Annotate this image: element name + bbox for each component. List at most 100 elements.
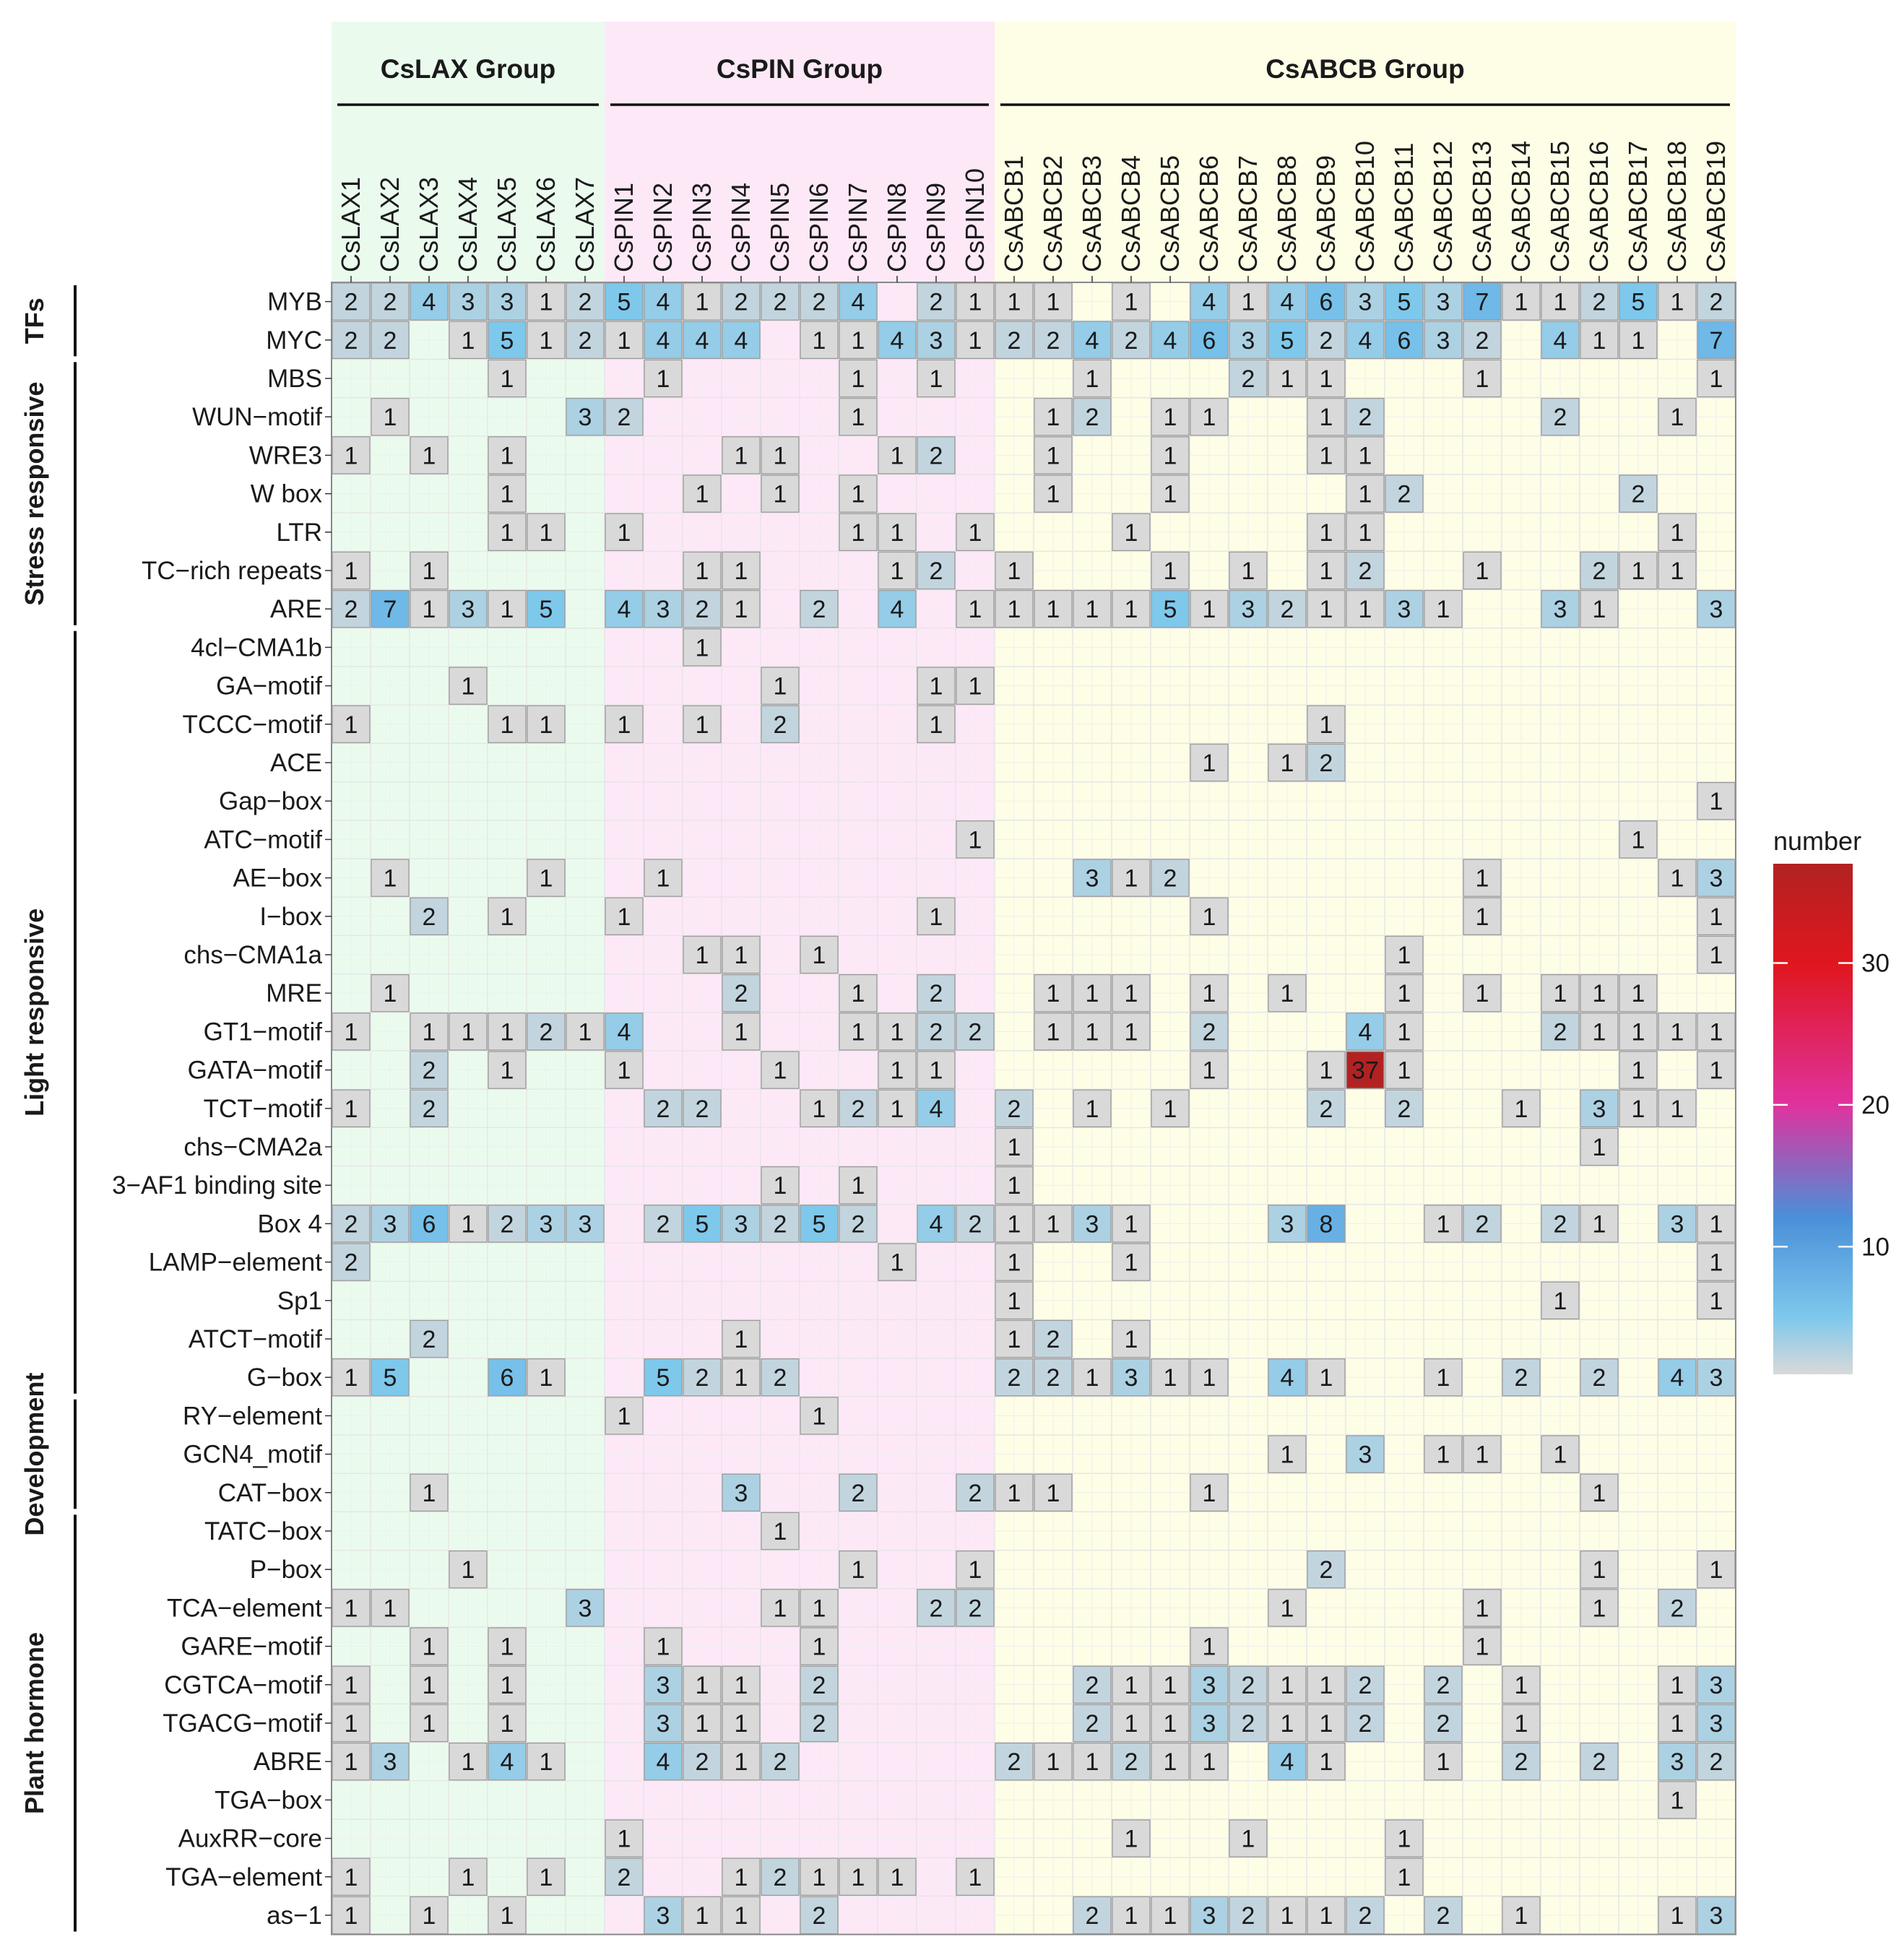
cell-ae-box-cspin2-value: 1 [657, 865, 670, 893]
cell-ltr-cslax5-value: 1 [501, 519, 514, 547]
cell-myc-cslax5 [488, 321, 527, 360]
cell-3-af1-binding-site-cspin5-value: 1 [774, 1172, 787, 1200]
cell-auxrr-core-csabcb11-value: 1 [1398, 1826, 1411, 1853]
cell-as-1-csabcb14 [1502, 1896, 1541, 1935]
cell-myc-csabcb9 [1307, 321, 1346, 360]
cell-tga-element-cslax1 [332, 1857, 371, 1896]
cell-tct-motif-cspin9 [917, 1089, 956, 1128]
cell-box-4-cslax4 [449, 1205, 488, 1243]
cell-myc-cslax5-value: 5 [501, 327, 514, 355]
cell-mbs-csabcb8 [1268, 359, 1307, 398]
cell-myc-csabcb12 [1424, 321, 1463, 360]
cell-tc-rich-repeats-cslax1 [332, 551, 371, 590]
cell-ga-motif-cspin9-value: 1 [930, 673, 943, 701]
cell-tgacg-motif-cslax1 [332, 1704, 371, 1743]
cell-gt1-motif-cslax3 [410, 1012, 449, 1051]
cell-gt1-motif-cspin8 [878, 1012, 917, 1051]
cell-myb-cspin7-value: 4 [852, 289, 865, 316]
cell-cgtca-motif-csabcb19 [1697, 1665, 1736, 1704]
cell-wun-motif-cspin7-value: 1 [852, 404, 865, 431]
cell-myb-csabcb18-value: 1 [1671, 289, 1684, 316]
row-label-gcn4-motif: GCN4_motif [183, 1441, 322, 1469]
cell-myb-cspin6-value: 2 [813, 289, 826, 316]
cell-myc-csabcb10-value: 4 [1359, 327, 1372, 355]
cell-cgtca-motif-csabcb4-value: 1 [1125, 1672, 1138, 1699]
row-label-ae-box: AE−box [233, 864, 322, 893]
cell-abre-cspin5 [761, 1742, 800, 1781]
cell-gap-box-csabcb19-value: 1 [1710, 788, 1723, 815]
cell-mre-cspin4 [722, 974, 761, 1012]
cell-box-4-cslax7-value: 3 [579, 1210, 592, 1238]
cell-tga-element-cspin10-value: 1 [969, 1864, 982, 1891]
cell-ltr-cspin7 [839, 513, 878, 552]
cell-gare-motif-cspin2-value: 1 [657, 1634, 670, 1661]
cell-box-4-csabcb8 [1268, 1205, 1307, 1243]
cell-myb-cspin1 [605, 282, 644, 321]
cell-as-1-csabcb4-value: 1 [1125, 1902, 1138, 1930]
cell-3-af1-binding-site-cspin7-value: 1 [852, 1172, 865, 1200]
col-label-csabcb15: CsABCB15 [1545, 141, 1575, 272]
cell-ae-box-csabcb4 [1112, 859, 1151, 897]
cell-gt1-motif-csabcb2 [1034, 1012, 1073, 1051]
cell-box-4-cslax1 [332, 1205, 371, 1243]
cell-cgtca-motif-csabcb8-value: 1 [1281, 1672, 1294, 1699]
cell-tga-element-cslax4 [449, 1857, 488, 1896]
cell-tct-motif-cspin6-value: 1 [813, 1096, 826, 1123]
cell-tc-rich-repeats-cspin8-value: 1 [891, 558, 904, 585]
category-label-plant-hormone: Plant hormone [20, 1632, 49, 1814]
cell-tca-element-cspin9 [917, 1589, 956, 1627]
cell-tgacg-motif-cspin3 [683, 1704, 722, 1743]
cell-gata-motif-cspin5 [761, 1051, 800, 1089]
cell-tc-rich-repeats-cspin3 [683, 551, 722, 590]
cell-tgacg-motif-cspin2 [644, 1704, 683, 1743]
cell-tct-motif-cspin2 [644, 1089, 683, 1128]
cell-box-4-csabcb1 [995, 1205, 1034, 1243]
cell-box-4-cslax6-value: 3 [540, 1210, 553, 1238]
color-legend: number 10 20 30 [1773, 826, 1890, 1374]
cell-gt1-motif-csabcb17-value: 1 [1632, 1018, 1645, 1046]
cell-box-4-csabcb2 [1034, 1205, 1073, 1243]
cell-mbs-csabcb3-value: 1 [1086, 365, 1099, 393]
cell-tca-element-csabcb8-value: 1 [1281, 1595, 1294, 1622]
cell-wre3-cslax5-value: 1 [501, 442, 514, 469]
cell-box-4-cspin2-value: 2 [657, 1210, 670, 1238]
cell-tct-motif-csabcb9-value: 2 [1320, 1096, 1333, 1123]
cell-cgtca-motif-cspin4-value: 1 [735, 1672, 748, 1699]
cell-myb-csabcb14 [1502, 282, 1541, 321]
cell-tct-motif-csabcb11-value: 2 [1398, 1096, 1411, 1123]
cell-cgtca-motif-cslax1-value: 1 [345, 1672, 358, 1699]
cell-myc-cspin7 [839, 321, 878, 360]
row-label-tca-element: TCA−element [167, 1594, 322, 1622]
row-label-atct-motif: ATCT−motif [189, 1325, 322, 1353]
cell-w-box-csabcb17-value: 2 [1632, 481, 1645, 508]
cell-gata-motif-cslax3-value: 2 [423, 1057, 436, 1085]
cell-are-cspin3 [683, 589, 722, 628]
cell-ltr-csabcb18-value: 1 [1671, 519, 1684, 547]
cell-myb-csabcb14-value: 1 [1515, 289, 1528, 316]
cell-4cl-cma1b-cspin3 [683, 628, 722, 667]
cell-are-csabcb2 [1034, 589, 1073, 628]
cell-tga-element-cslax4-value: 1 [462, 1864, 475, 1891]
cell-lamp-element-cslax1-value: 2 [345, 1249, 358, 1277]
cell-are-csabcb8-value: 2 [1281, 596, 1294, 623]
cell-gcn4-motif-csabcb15 [1541, 1435, 1580, 1473]
cell-as-1-csabcb14-value: 1 [1515, 1902, 1528, 1930]
cell-cgtca-motif-cslax5 [488, 1665, 527, 1704]
cell-auxrr-core-cspin1 [605, 1819, 644, 1857]
row-label-chs-cma2a: chs−CMA2a [183, 1133, 322, 1161]
cell-box-4-csabcb8-value: 3 [1281, 1210, 1294, 1238]
row-label-gap-box: Gap−box [219, 787, 323, 815]
cell-myc-cspin6 [800, 321, 839, 360]
cell-gata-motif-cspin8-value: 1 [891, 1057, 904, 1085]
cell-w-box-csabcb10-value: 1 [1359, 481, 1372, 508]
cell-ltr-csabcb10-value: 1 [1359, 519, 1372, 547]
cell-wre3-cspin5 [761, 436, 800, 474]
cell-tga-element-cspin8-value: 1 [891, 1864, 904, 1891]
cell-myb-cslax6 [527, 282, 566, 321]
cell-g-box-cslax6-value: 1 [540, 1364, 553, 1392]
cell-cat-box-cspin7-value: 2 [852, 1480, 865, 1507]
cell-myb-cslax5 [488, 282, 527, 321]
cell-cgtca-motif-cspin6 [800, 1665, 839, 1704]
cell-mre-csabcb8 [1268, 974, 1307, 1012]
cell-cat-box-cslax3 [410, 1473, 449, 1512]
